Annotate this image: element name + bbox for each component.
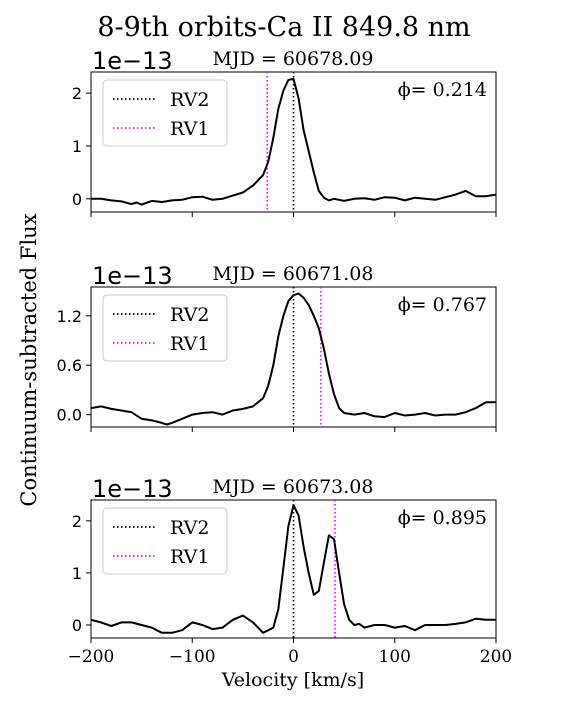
legend-box xyxy=(102,507,228,575)
offset-label: 1e−13 xyxy=(92,262,173,290)
panel-1: 0 1 2 1e−13 MJD = 60678.09 ϕ= 0.214 RV2 RV1 xyxy=(72,47,497,217)
x-tick-label: −200 xyxy=(68,647,115,667)
figure-title: 8-9th orbits-Ca II 849.8 nm xyxy=(97,12,470,43)
y-axis-label: Continuum-subtracted Flux xyxy=(17,213,41,506)
mjd-label: MJD = 60673.08 xyxy=(213,476,374,498)
x-tick-label: 0 xyxy=(288,647,299,667)
y-tick-label: 0.0 xyxy=(57,406,82,425)
legend-box xyxy=(102,294,228,362)
offset-label: 1e−13 xyxy=(92,475,173,503)
legend-label-rv2: RV2 xyxy=(170,304,209,326)
spectrum-line xyxy=(90,504,496,634)
y-tick-label: 2 xyxy=(72,84,82,103)
y-tick-label: 2 xyxy=(72,512,82,531)
spectrum-line xyxy=(91,77,497,206)
legend-label-rv1: RV1 xyxy=(170,333,209,355)
panel-2: 0.0 0.6 1.2 1e−13 MJD = 60671.08 ϕ= 0.767 RV2 R… xyxy=(57,262,497,432)
y-tick-label: 1.2 xyxy=(57,307,82,326)
legend-label-rv2: RV2 xyxy=(170,517,209,539)
x-tick-label: −100 xyxy=(169,647,216,667)
y-tick-label: 0 xyxy=(72,616,82,635)
legend-label-rv1: RV1 xyxy=(170,546,209,568)
panel-3: 0 1 2 −200 −100 0 100 200 1e−13 MJD = 60673.08 ϕ= … xyxy=(68,475,513,667)
y-tick-label: 1 xyxy=(72,564,82,583)
y-tick-label: 0 xyxy=(72,190,82,209)
mjd-label: MJD = 60671.08 xyxy=(213,263,374,285)
phase-label: ϕ= 0.895 xyxy=(398,507,487,529)
offset-label: 1e−13 xyxy=(92,47,173,75)
x-tick-label: 200 xyxy=(480,647,512,667)
x-axis-label: Velocity [km/s] xyxy=(221,669,364,691)
phase-label: ϕ= 0.767 xyxy=(398,294,487,316)
legend-label-rv2: RV2 xyxy=(170,89,209,111)
phase-label: ϕ= 0.214 xyxy=(398,79,487,101)
x-tick-label: 100 xyxy=(379,647,411,667)
legend-box xyxy=(102,79,228,147)
y-tick-label: 0.6 xyxy=(57,356,82,375)
spectrum-line xyxy=(90,292,496,426)
y-tick-label: 1 xyxy=(72,137,82,156)
mjd-label: MJD = 60678.09 xyxy=(213,48,374,70)
legend-label-rv1: RV1 xyxy=(170,118,209,140)
